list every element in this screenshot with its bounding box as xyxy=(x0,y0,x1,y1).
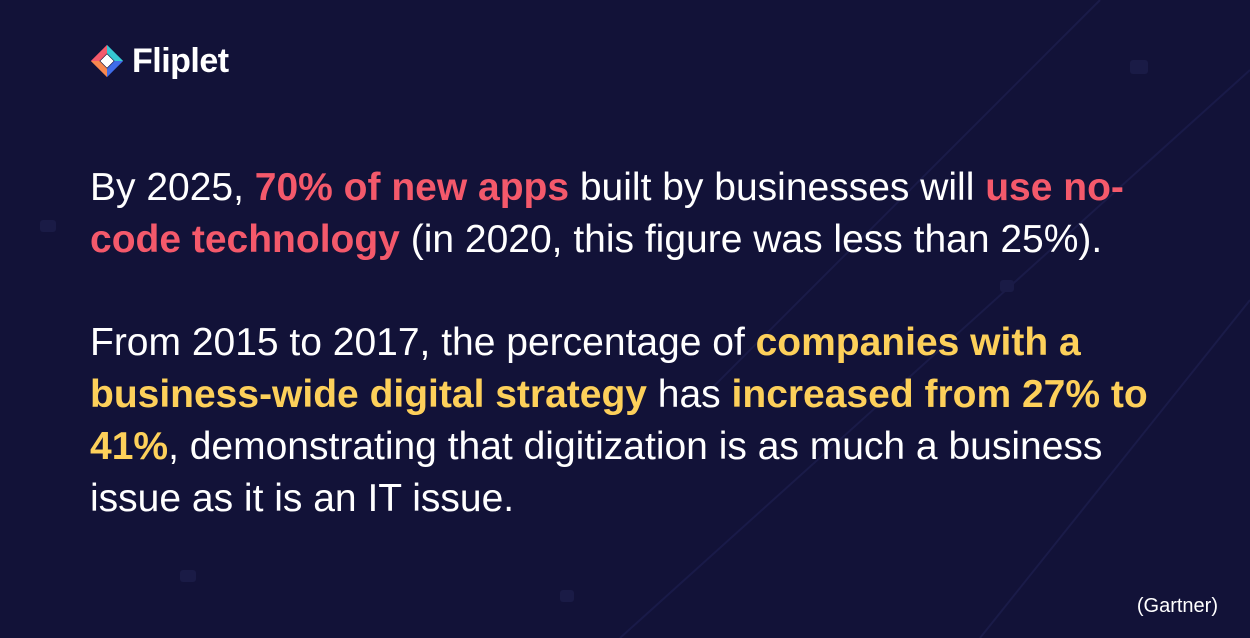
stat1-highlight-70-percent: 70% of new apps xyxy=(254,166,570,209)
stat2-text-3: , demonstrating that digitization is as … xyxy=(90,425,1103,520)
stat1-text-3: (in 2020, this figure was less than 25%)… xyxy=(399,218,1103,261)
stat2-highlight-companies: companies with a business-wide digital s… xyxy=(90,321,1081,416)
brand-logo: Fliplet xyxy=(88,42,229,80)
stat1-text-2: built by businesses will xyxy=(569,166,986,209)
stat1-text-1: By 2025, xyxy=(90,166,255,209)
stat-no-code-apps: By 2025, 70% of new apps built by busine… xyxy=(90,162,1180,266)
stat-digital-strategy: From 2015 to 2017, the percentage of com… xyxy=(90,317,1180,525)
stat2-text-2: has xyxy=(646,373,732,416)
brand-name: Fliplet xyxy=(132,42,229,80)
statistics-text: By 2025, 70% of new apps built by busine… xyxy=(90,162,1180,525)
source-attribution: (Gartner) xyxy=(1136,595,1218,617)
stat1-highlight-no-code: use no-code technology xyxy=(90,166,1124,261)
fliplet-logo-icon xyxy=(90,44,124,78)
stat2-highlight-increase: increased from 27% to 41% xyxy=(90,373,1148,468)
stat2-text-1: From 2015 to 2017, the percentage of xyxy=(90,321,756,364)
